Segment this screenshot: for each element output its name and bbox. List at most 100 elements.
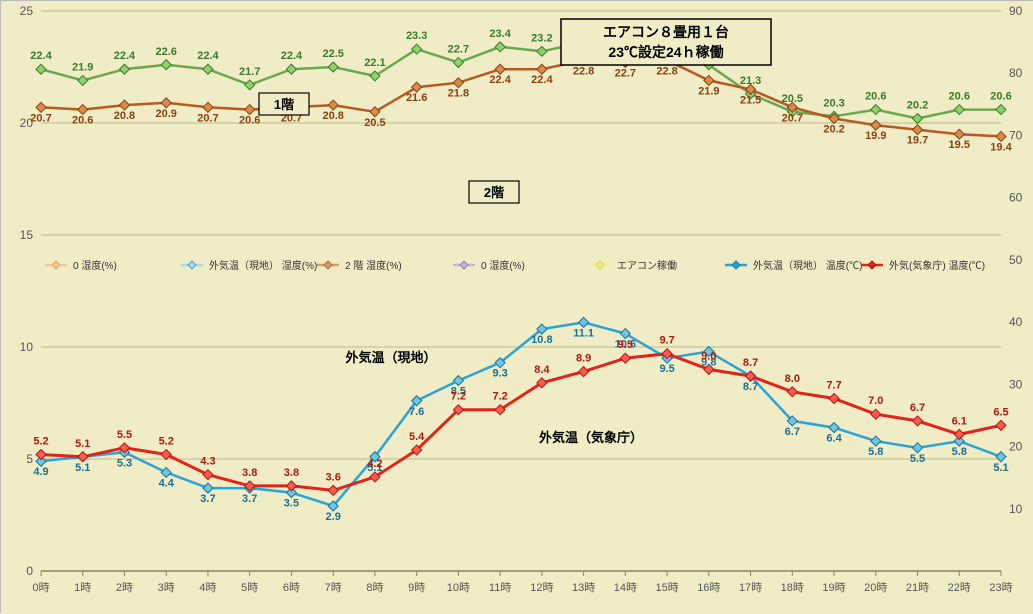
legend-item: エアコン稼働 bbox=[617, 259, 677, 272]
data-label-floor2: 20.6 bbox=[72, 115, 93, 127]
data-label-floor1: 20.5 bbox=[782, 93, 803, 105]
data-label-outside_jma: 7.7 bbox=[826, 380, 841, 392]
data-label-floor1: 20.3 bbox=[823, 97, 844, 109]
data-label-outside_jma: 3.8 bbox=[284, 467, 299, 479]
data-label-floor2: 22.8 bbox=[656, 65, 677, 77]
data-label-outside_jma: 8.0 bbox=[785, 373, 800, 385]
data-label-outside_jma: 9.0 bbox=[701, 350, 716, 362]
data-label-floor2: 21.9 bbox=[698, 85, 719, 97]
data-label-outside_local: 3.7 bbox=[242, 493, 257, 505]
title-line1: エアコン８畳用１台 bbox=[603, 24, 729, 40]
x-tick-label: 13時 bbox=[572, 581, 595, 594]
data-label-floor1: 22.4 bbox=[30, 50, 52, 62]
x-tick-label: 1時 bbox=[74, 581, 91, 594]
data-label-outside_jma: 9.7 bbox=[659, 335, 674, 347]
legend-item: 2 階 湿度(%) bbox=[345, 259, 402, 272]
data-label-outside_jma: 7.2 bbox=[492, 391, 507, 403]
data-label-outside_jma: 9.5 bbox=[618, 339, 633, 351]
x-tick-label: 19時 bbox=[822, 581, 845, 594]
x-tick-label: 0時 bbox=[32, 581, 49, 594]
x-tick-label: 15時 bbox=[655, 581, 678, 594]
data-label-floor1: 22.4 bbox=[114, 50, 136, 62]
legend-item: 外気温（現地） 温度(℃) bbox=[753, 259, 862, 272]
data-label-floor2: 20.8 bbox=[114, 110, 135, 122]
data-label-outside_local: 4.4 bbox=[159, 477, 175, 489]
data-label-floor2: 22.7 bbox=[615, 68, 636, 80]
data-label-floor2: 20.2 bbox=[823, 124, 844, 136]
data-label-outside_local: 6.4 bbox=[826, 433, 842, 445]
data-label-floor2: 19.9 bbox=[865, 130, 886, 142]
data-label-floor2: 20.5 bbox=[364, 117, 385, 129]
data-label-floor1: 21.9 bbox=[72, 61, 93, 73]
x-tick-label: 18時 bbox=[781, 581, 804, 594]
x-tick-label: 8時 bbox=[366, 581, 383, 594]
data-label-outside_jma: 3.8 bbox=[242, 467, 257, 479]
data-label-outside_local: 6.7 bbox=[785, 426, 800, 438]
data-label-floor2: 20.7 bbox=[197, 112, 218, 124]
data-label-outside_local: 8.7 bbox=[743, 381, 758, 393]
data-label-floor2: 20.8 bbox=[322, 110, 343, 122]
data-label-floor2: 21.6 bbox=[406, 92, 427, 104]
data-label-floor1: 22.5 bbox=[322, 48, 343, 60]
data-label-floor2: 22.4 bbox=[531, 74, 553, 86]
data-label-outside_local: 5.8 bbox=[952, 446, 967, 458]
data-label-outside_jma: 8.4 bbox=[534, 364, 550, 376]
legend-item: 0 湿度(%) bbox=[481, 259, 525, 272]
y-right-tick: 50 bbox=[1009, 253, 1023, 267]
data-label-outside_jma: 5.5 bbox=[117, 429, 132, 441]
x-tick-label: 9時 bbox=[408, 581, 425, 594]
x-tick-label: 2時 bbox=[116, 581, 133, 594]
data-label-outside_local: 5.5 bbox=[910, 453, 925, 465]
y-right-tick: 90 bbox=[1009, 4, 1023, 18]
data-label-floor1: 22.4 bbox=[281, 50, 303, 62]
legend-item: 0 湿度(%) bbox=[73, 259, 117, 272]
data-label-outside_jma: 6.5 bbox=[993, 406, 1008, 418]
data-label-floor2: 20.6 bbox=[239, 115, 260, 127]
data-label-outside_jma: 8.7 bbox=[743, 357, 758, 369]
x-tick-label: 22時 bbox=[948, 581, 971, 594]
x-tick-label: 17時 bbox=[739, 581, 762, 594]
annotation-label: 1階 bbox=[274, 97, 294, 112]
data-label-floor1: 20.6 bbox=[865, 91, 886, 103]
y-right-tick: 40 bbox=[1009, 315, 1023, 329]
data-label-outside_local: 5.3 bbox=[117, 457, 132, 469]
data-label-outside_local: 9.5 bbox=[659, 363, 674, 375]
x-tick-label: 7時 bbox=[325, 581, 342, 594]
x-tick-label: 5時 bbox=[241, 581, 258, 594]
x-tick-label: 10時 bbox=[447, 581, 470, 594]
annotation-label: 外気温（気象庁） bbox=[538, 430, 643, 445]
x-tick-label: 20時 bbox=[864, 581, 887, 594]
data-label-outside_local: 5.1 bbox=[75, 462, 90, 474]
data-label-floor2: 19.7 bbox=[907, 135, 928, 147]
data-label-floor1: 22.4 bbox=[197, 50, 219, 62]
y-right-tick: 60 bbox=[1009, 191, 1023, 205]
data-label-floor1: 22.6 bbox=[156, 46, 177, 58]
data-label-outside_jma: 6.7 bbox=[910, 402, 925, 414]
x-tick-label: 4時 bbox=[199, 581, 216, 594]
data-label-floor1: 23.2 bbox=[531, 32, 552, 44]
data-label-outside_jma: 7.2 bbox=[451, 391, 466, 403]
y-left-tick: 15 bbox=[20, 228, 34, 242]
x-tick-label: 12時 bbox=[530, 581, 553, 594]
y-left-tick: 10 bbox=[20, 340, 34, 354]
data-label-floor2: 20.9 bbox=[156, 108, 177, 120]
data-label-outside_local: 3.7 bbox=[200, 493, 215, 505]
y-left-tick: 5 bbox=[26, 452, 33, 466]
x-tick-label: 6時 bbox=[283, 581, 300, 594]
line-chart: 05101520251020304050607080900時1時2時3時4時5時… bbox=[1, 1, 1033, 614]
y-right-tick: 30 bbox=[1009, 377, 1023, 391]
data-label-floor1: 22.7 bbox=[448, 44, 469, 56]
data-label-outside_jma: 5.2 bbox=[33, 436, 48, 448]
y-left-tick: 25 bbox=[20, 4, 34, 18]
data-label-outside_jma: 5.4 bbox=[409, 431, 425, 443]
data-label-outside_jma: 8.9 bbox=[576, 353, 591, 365]
data-label-floor2: 20.7 bbox=[30, 112, 51, 124]
data-label-outside_jma: 5.1 bbox=[75, 438, 90, 450]
data-label-floor2: 21.8 bbox=[448, 88, 469, 100]
y-right-tick: 70 bbox=[1009, 128, 1023, 142]
y-right-tick: 80 bbox=[1009, 66, 1023, 80]
data-label-floor1: 20.6 bbox=[949, 91, 970, 103]
x-tick-label: 11時 bbox=[489, 581, 511, 594]
data-label-outside_local: 2.9 bbox=[326, 511, 341, 523]
data-label-outside_local: 4.9 bbox=[33, 466, 48, 478]
